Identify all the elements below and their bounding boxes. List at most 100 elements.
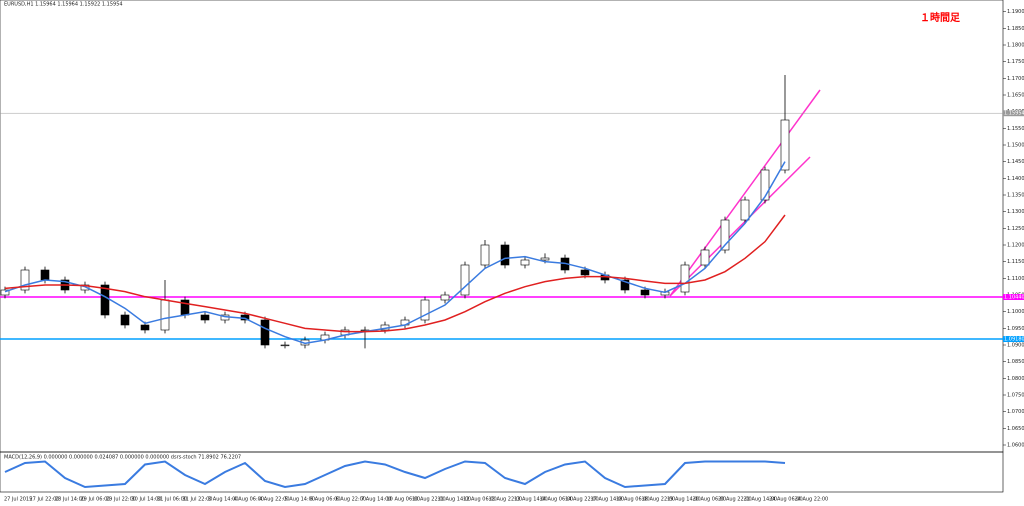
x-tick-label: 20 Aug 06:00 — [693, 497, 727, 503]
level-tag — [1003, 110, 1024, 117]
candle-body — [460, 264, 470, 296]
x-tick-label: 12 Aug 22:00 — [489, 497, 523, 503]
y-tick-label: 1.06000 — [1007, 443, 1024, 449]
candle-body — [160, 299, 170, 331]
candle-body — [140, 324, 150, 331]
sub-title: MACD(12,26,9) 0.000000 0.000000 0.024087… — [4, 455, 241, 461]
candle-body — [0, 289, 10, 296]
x-tick-label: 7 Aug 14:00 — [361, 497, 392, 503]
x-tick-label: 18 Aug 22:00 — [642, 497, 676, 503]
x-tick-label: 24 Aug 22:00 — [795, 497, 829, 503]
x-tick-label: 29 Jul 22:00 — [106, 497, 136, 503]
candle-body — [720, 219, 730, 251]
y-tick-label: 1.10000 — [1007, 309, 1024, 315]
y-tick-label: 1.12000 — [1007, 243, 1024, 249]
y-tick-label: 1.11500 — [1007, 259, 1024, 265]
x-tick-label: 29 Jul 06:00 — [81, 497, 111, 503]
x-tick-label: 12 Aug 06:00 — [463, 497, 497, 503]
candle-body — [640, 289, 650, 296]
candle-body — [200, 314, 210, 321]
y-tick-label: 1.14000 — [1007, 176, 1024, 182]
y-tick-label: 1.09000 — [1007, 343, 1024, 349]
y-tick-label: 1.17500 — [1007, 59, 1024, 65]
x-tick-label: 20 Aug 22:00 — [718, 497, 752, 503]
x-tick-label: 4 Aug 22:00 — [259, 497, 290, 503]
y-tick-label: 1.15000 — [1007, 143, 1024, 149]
candle-body — [580, 269, 590, 276]
ma-line — [4, 161, 786, 345]
y-tick-label: 1.09500 — [1007, 326, 1024, 332]
candle-body — [680, 264, 690, 293]
candle-body — [20, 269, 30, 291]
x-tick-label: 31 Jul 22:00 — [183, 497, 213, 503]
chart-title: EURUSD,H1 1.15964 1.15964 1.15922 1.1595… — [4, 2, 123, 8]
y-tick-label: 1.08500 — [1007, 359, 1024, 365]
y-tick-label: 1.14500 — [1007, 159, 1024, 165]
candle-body — [740, 199, 750, 221]
candle-body — [520, 259, 530, 266]
main-frame — [0, 0, 1004, 453]
level-tag — [1003, 336, 1024, 342]
candle-body — [480, 244, 490, 266]
x-tick-label: 30 Jul 14:00 — [132, 497, 162, 503]
x-tick-label: 6 Aug 22:00 — [336, 497, 367, 503]
candle-body — [760, 169, 770, 201]
candle-body — [700, 249, 710, 266]
x-tick-label: 5 Aug 14:00 — [285, 497, 316, 503]
x-tick-label: 18 Aug 06:00 — [616, 497, 650, 503]
ma-line — [4, 214, 786, 333]
y-tick-label: 1.17000 — [1007, 76, 1024, 82]
candle-body — [780, 119, 790, 171]
y-tick-label: 1.11000 — [1007, 276, 1024, 282]
x-tick-label: 13 Aug 14:00 — [514, 497, 548, 503]
candle-body — [420, 299, 430, 321]
candle-body — [620, 279, 630, 291]
level-tag — [1003, 294, 1024, 300]
level-label: 1.10440 — [1004, 295, 1024, 301]
candle-body — [100, 284, 110, 316]
x-tick-label: 27 Jul 22:00 — [30, 497, 60, 503]
y-tick-label: 1.07000 — [1007, 409, 1024, 415]
x-tick-label: 21 Aug 14:00 — [744, 497, 778, 503]
y-tick-label: 1.12500 — [1007, 226, 1024, 232]
x-tick-label: 31 Jul 06:00 — [157, 497, 187, 503]
candle-body — [260, 319, 270, 346]
sub-frame — [0, 451, 1004, 493]
candle-body — [540, 257, 550, 261]
x-tick-label: 17 Aug 14:00 — [591, 497, 625, 503]
y-tick-label: 1.08000 — [1007, 376, 1024, 382]
y-tick-label: 1.06500 — [1007, 426, 1024, 432]
y-tick-label: 1.18000 — [1007, 43, 1024, 49]
y-tick-label: 1.15500 — [1007, 126, 1024, 132]
candle-body — [120, 314, 130, 326]
x-tick-label: 27 Jul 2015 — [4, 497, 32, 503]
candle-body — [440, 294, 450, 301]
annotation: １時間足 — [920, 11, 961, 24]
y-tick-label: 1.07500 — [1007, 393, 1024, 399]
y-tick-label: 1.19000 — [1007, 9, 1024, 15]
y-tick-label: 1.18500 — [1007, 26, 1024, 32]
y-tick-label: 1.13500 — [1007, 193, 1024, 199]
trend-line — [669, 156, 811, 297]
x-tick-label: 10 Aug 06:00 — [387, 497, 421, 503]
x-tick-label: 19 Aug 14:00 — [667, 497, 701, 503]
candle-body — [280, 344, 290, 347]
y-tick-label: 1.16500 — [1007, 93, 1024, 99]
x-tick-label: 3 Aug 14:00 — [208, 497, 239, 503]
candle-body — [500, 244, 510, 266]
stoch-line — [4, 460, 786, 489]
x-tick-label: 10 Aug 22:00 — [412, 497, 446, 503]
x-tick-label: 11 Aug 14:00 — [438, 497, 472, 503]
x-tick-label: 4 Aug 06:00 — [234, 497, 265, 503]
x-tick-label: 6 Aug 06:00 — [310, 497, 341, 503]
x-tick-label: 14 Aug 22:00 — [565, 497, 599, 503]
level-label: 1.09180 — [1004, 337, 1024, 343]
x-tick-label: 28 Jul 14:00 — [55, 497, 85, 503]
x-tick-label: 24 Aug 06:00 — [769, 497, 803, 503]
candle-body — [40, 269, 50, 281]
x-tick-label: 14 Aug 06:00 — [540, 497, 574, 503]
y-tick-label: 1.13000 — [1007, 209, 1024, 215]
level-label: 1.15954 — [1004, 111, 1024, 117]
